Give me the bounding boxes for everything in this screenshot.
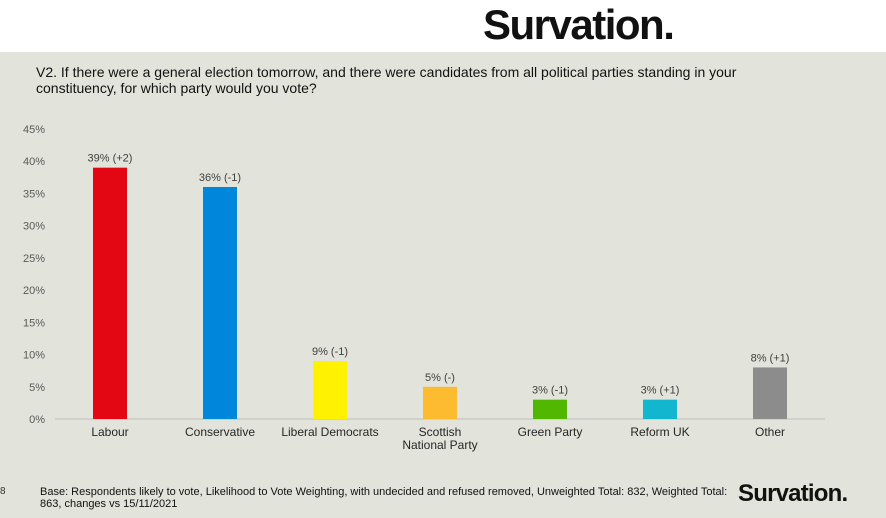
y-tick-label: 30%	[23, 221, 45, 233]
bar	[423, 386, 457, 419]
y-tick-label: 20%	[23, 285, 45, 297]
bar	[533, 399, 567, 419]
category-label: Scottish	[419, 425, 462, 439]
bar	[643, 399, 677, 419]
slide-panel: V2. If there were a general election tom…	[0, 52, 886, 518]
category-label: Labour	[91, 425, 128, 439]
category-label: National Party	[402, 438, 477, 452]
data-label: 36% (-1)	[199, 172, 241, 184]
category-label: Green Party	[518, 425, 583, 439]
data-label: 5% (-)	[425, 372, 455, 384]
header-bar: Survation.	[0, 0, 886, 52]
data-label: 3% (+1)	[641, 385, 680, 397]
page-number: 8	[0, 486, 6, 497]
bar	[313, 361, 347, 419]
y-tick-label: 35%	[23, 188, 45, 200]
y-tick-label: 10%	[23, 350, 45, 362]
bar	[753, 367, 787, 419]
y-tick-label: 40%	[23, 156, 45, 168]
survation-logo-footer: Survation.	[738, 480, 848, 507]
data-label: 3% (-1)	[532, 385, 568, 397]
category-label: Reform UK	[630, 425, 689, 439]
question-text: V2. If there were a general election tom…	[36, 64, 737, 96]
category-label: Other	[755, 425, 785, 439]
bar	[203, 187, 237, 419]
bar	[93, 167, 127, 419]
base-note: Base: Respondents likely to vote, Likeli…	[40, 486, 728, 510]
bar-chart: 0% 5% 10% 15% 20% 25% 30% 35% 40% 45% 39% (+2) Labo…	[23, 124, 825, 452]
y-tick-label: 15%	[23, 317, 45, 329]
y-tick-label: 5%	[29, 382, 45, 394]
data-label: 9% (-1)	[312, 346, 348, 358]
survation-logo: Survation.	[483, 1, 675, 48]
y-tick-label: 45%	[23, 124, 45, 136]
y-tick-label: 25%	[23, 253, 45, 265]
data-label: 39% (+2)	[88, 153, 133, 165]
category-label: Conservative	[185, 425, 255, 439]
y-tick-label: 0%	[29, 414, 45, 426]
data-label: 8% (+1)	[751, 352, 790, 364]
category-label: Liberal Democrats	[281, 425, 378, 439]
